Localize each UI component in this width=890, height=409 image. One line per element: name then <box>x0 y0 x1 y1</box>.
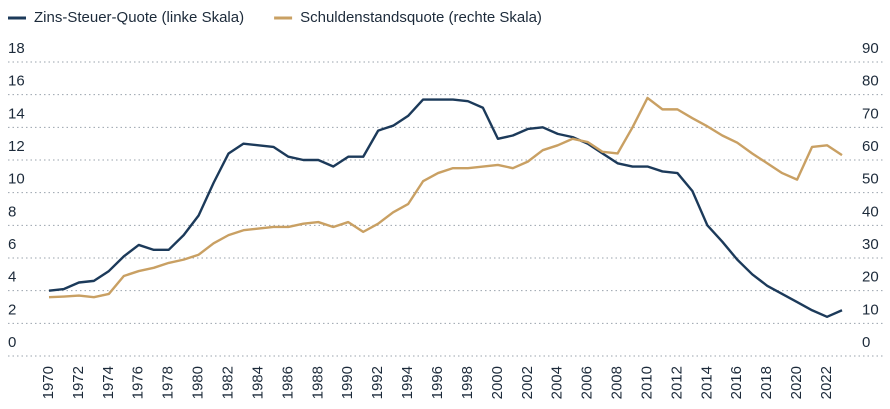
y2-tick-label: 70 <box>862 105 879 122</box>
x-tick-label: 2016 <box>728 366 745 399</box>
x-tick-label: 1990 <box>339 366 356 399</box>
legend-label: Zins-Steuer-Quote (linke Skala) <box>34 9 244 26</box>
y-tick-label: 8 <box>8 203 16 220</box>
y2-tick-label: 60 <box>862 138 879 155</box>
x-tick-label: 1978 <box>160 366 177 399</box>
x-tick-label: 1994 <box>399 366 416 399</box>
x-tick-label: 1998 <box>459 366 476 399</box>
x-tick-label: 1976 <box>130 366 147 399</box>
x-tick-label: 2012 <box>668 366 685 399</box>
y2-tick-label: 50 <box>862 171 879 188</box>
y-tick-label: 4 <box>8 269 16 286</box>
y-tick-label: 10 <box>8 171 25 188</box>
x-tick-label: 2022 <box>818 366 835 399</box>
x-tick-label: 2020 <box>788 366 805 399</box>
x-tick-label: 1970 <box>40 366 57 399</box>
y2-tick-label: 30 <box>862 236 879 253</box>
x-tick-label: 1980 <box>190 366 207 399</box>
y-tick-label: 12 <box>8 138 25 155</box>
x-tick-label: 2010 <box>638 366 655 399</box>
legend-label: Schuldenstandsquote (rechte Skala) <box>300 9 542 26</box>
x-tick-label: 1986 <box>279 366 296 399</box>
y2-tick-label: 40 <box>862 203 879 220</box>
series-line <box>48 96 843 299</box>
x-tick-label: 2004 <box>549 366 566 399</box>
x-tick-label: 1974 <box>100 366 117 399</box>
x-tick-label: 2014 <box>698 366 715 399</box>
y2-tick-label: 80 <box>862 73 879 90</box>
x-tick-label: 1996 <box>429 366 446 399</box>
y2-tick-label: 0 <box>862 334 870 351</box>
y-tick-label: 14 <box>8 105 25 122</box>
x-tick-label: 2006 <box>579 366 596 399</box>
series-line <box>48 98 843 318</box>
y-tick-label: 16 <box>8 73 25 90</box>
x-tick-label: 2002 <box>519 366 536 399</box>
x-tick-label: 2018 <box>758 366 775 399</box>
y2-tick-label: 20 <box>862 269 879 286</box>
y2-tick-label: 90 <box>862 40 879 57</box>
x-tick-label: 1988 <box>309 366 326 399</box>
x-tick-label: 1984 <box>249 366 266 399</box>
y-tick-label: 6 <box>8 236 16 253</box>
x-tick-label: 2008 <box>609 366 626 399</box>
y-tick-label: 0 <box>8 334 16 351</box>
y-tick-label: 18 <box>8 40 25 57</box>
x-tick-label: 1982 <box>220 366 237 399</box>
y2-tick-label: 10 <box>862 301 879 318</box>
x-tick-label: 1972 <box>70 366 87 399</box>
x-tick-label: 2000 <box>489 366 506 399</box>
x-tick-label: 1992 <box>369 366 386 399</box>
y-tick-label: 2 <box>8 301 16 318</box>
